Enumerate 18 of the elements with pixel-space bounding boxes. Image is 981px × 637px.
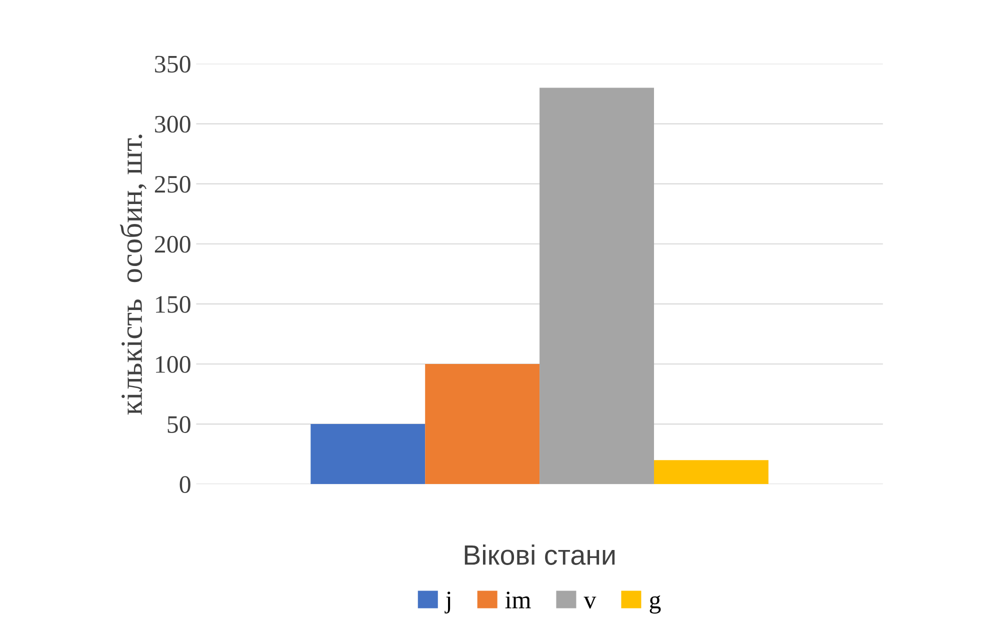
- legend-label: j: [444, 592, 450, 614]
- legend-label: v: [584, 596, 596, 608]
- y-tick-label: 100: [156, 356, 190, 373]
- y-tick-label: 250: [154, 176, 190, 193]
- x-axis-title: Вікові стани: [464, 544, 615, 565]
- y-tick-label: 300: [155, 116, 190, 133]
- y-tick-label: 50: [168, 416, 190, 433]
- y-tick-label: 350: [155, 56, 190, 73]
- bar: [310, 424, 426, 484]
- y-tick-label: 150: [156, 296, 190, 313]
- bar: [540, 88, 654, 484]
- legend-label: im: [505, 592, 531, 608]
- bar: [654, 460, 768, 484]
- y-tick-label: 200: [154, 236, 190, 253]
- bar: [425, 364, 540, 484]
- y-axis-title: кількість особин, шт.: [120, 134, 146, 415]
- y-tick-label: 0: [180, 476, 190, 494]
- legend-label: g: [650, 595, 661, 614]
